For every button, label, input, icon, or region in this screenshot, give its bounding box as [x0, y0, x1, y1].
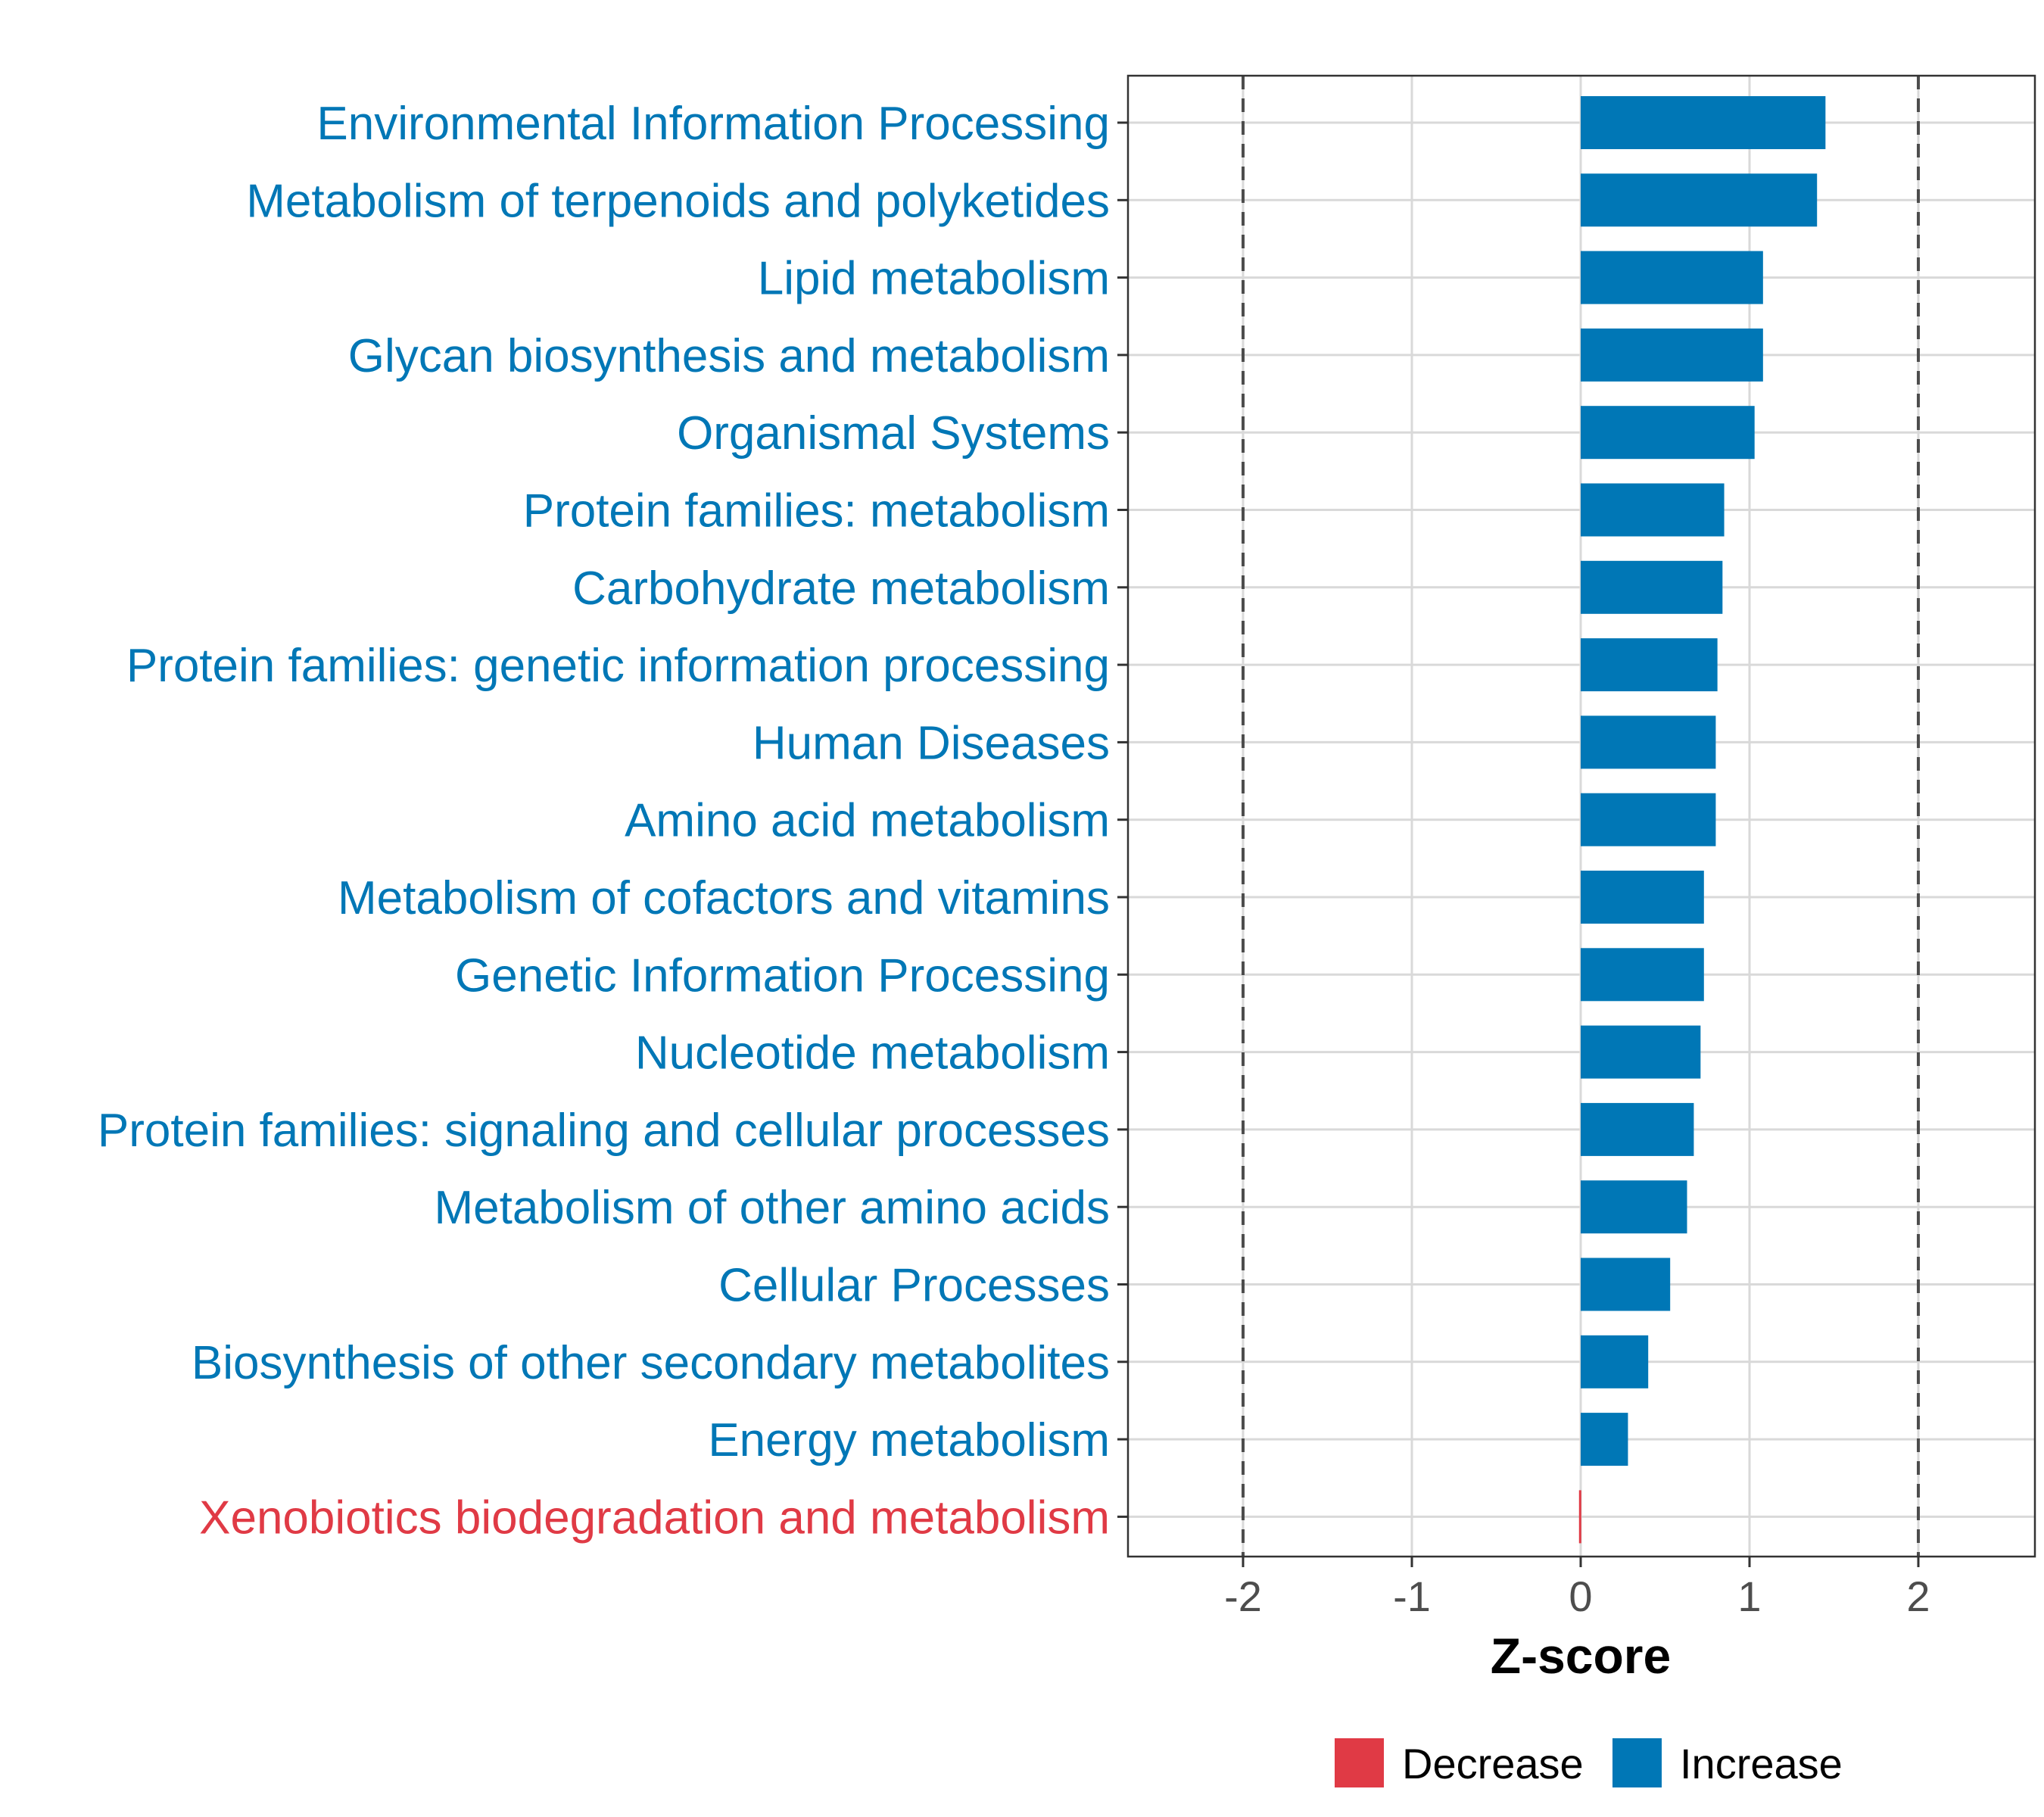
category-label-13: Protein families: signaling and cellular… [98, 1105, 1110, 1157]
bar-7 [1581, 638, 1718, 692]
x-tick-label-0: -2 [1224, 1572, 1262, 1620]
legend-swatch-decrease [1335, 1738, 1384, 1787]
category-label-4: Organismal Systems [677, 407, 1110, 460]
category-label-10: Metabolism of cofactors and vitamins [338, 872, 1110, 924]
category-label-2: Lipid metabolism [758, 253, 1110, 305]
bars [1578, 96, 1826, 1544]
category-label-6: Carbohydrate metabolism [572, 563, 1110, 615]
x-tick-label-4: 2 [1906, 1572, 1930, 1620]
bar-8 [1581, 715, 1716, 769]
legend-swatch-increase [1612, 1738, 1662, 1787]
reference-lines [1242, 76, 1920, 1557]
category-label-14: Metabolism of other amino acids [434, 1182, 1110, 1234]
bar-15 [1581, 1258, 1671, 1311]
legend-label-increase: Increase [1680, 1740, 1843, 1787]
bar-11 [1581, 948, 1704, 1002]
category-label-9: Amino acid metabolism [625, 795, 1110, 847]
category-label-16: Biosynthesis of other secondary metaboli… [192, 1337, 1110, 1389]
category-label-3: Glycan biosynthesis and metabolism [348, 330, 1110, 382]
legend: Decrease Increase [1335, 1738, 1843, 1787]
bar-14 [1581, 1180, 1687, 1234]
bar-2 [1581, 251, 1763, 304]
bar-4 [1581, 406, 1755, 460]
bar-16 [1581, 1335, 1649, 1388]
bar-13 [1581, 1102, 1694, 1156]
x-axis-ticks: -2 -1 0 1 2 [1224, 1557, 1930, 1620]
category-label-17: Energy metabolism [708, 1414, 1110, 1466]
category-label-7: Protein families: genetic information pr… [126, 640, 1110, 692]
bar-6 [1581, 560, 1723, 614]
x-axis-title: Z-score [1491, 1628, 1671, 1684]
category-label-5: Protein families: metabolism [523, 485, 1110, 538]
category-label-0: Environmental Information Processing [316, 98, 1110, 150]
category-label-18: Xenobiotics biodegradation and metabolis… [199, 1491, 1110, 1544]
bar-5 [1581, 483, 1725, 537]
bar-18 [1578, 1490, 1581, 1544]
category-label-12: Nucleotide metabolism [635, 1027, 1110, 1080]
legend-label-decrease: Decrease [1402, 1740, 1584, 1787]
bar-1 [1581, 173, 1818, 227]
category-label-8: Human Diseases [752, 717, 1110, 769]
bar-3 [1581, 328, 1763, 382]
x-tick-label-2: 0 [1569, 1572, 1592, 1620]
bar-10 [1581, 871, 1704, 924]
bar-0 [1581, 96, 1826, 149]
category-label-15: Cellular Processes [718, 1260, 1110, 1312]
bar-17 [1581, 1413, 1628, 1466]
category-label-11: Genetic Information Processing [455, 949, 1110, 1002]
x-tick-label-1: -1 [1393, 1572, 1431, 1620]
bar-12 [1581, 1025, 1701, 1079]
category-labels: Environmental Information Processing Meta… [98, 98, 1110, 1544]
x-tick-label-3: 1 [1737, 1572, 1761, 1620]
category-label-1: Metabolism of terpenoids and polyketides [246, 175, 1110, 227]
y-axis-ticks [1117, 121, 1128, 1518]
bar-9 [1581, 793, 1716, 846]
